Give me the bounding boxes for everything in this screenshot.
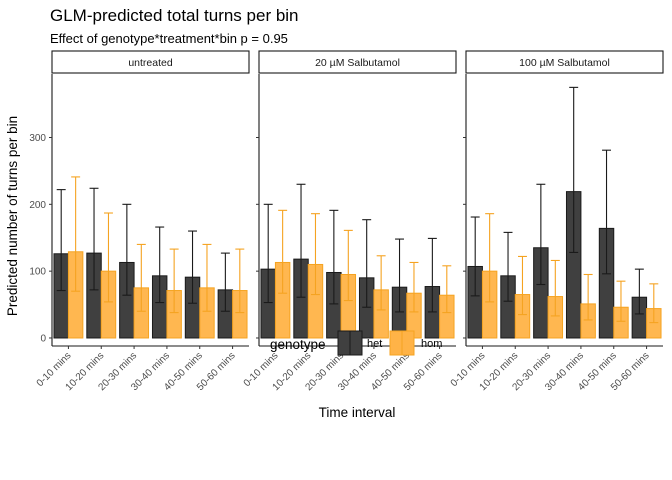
legend-label-het: het [367, 338, 382, 350]
y-tick-label: 0 [40, 333, 46, 344]
y-tick-label: 200 [29, 200, 46, 211]
legend-title: genotype [270, 337, 326, 352]
legend-key-het: het [337, 330, 382, 356]
x-axis-title: Time interval [319, 405, 396, 420]
facet-strip [51, 50, 250, 74]
facet-strip-label: 20 µM Salbutamol [315, 57, 400, 69]
y-tick-label: 300 [29, 133, 46, 144]
legend: genotype het hom [270, 330, 442, 356]
facet-strip [258, 50, 457, 74]
y-tick-label: 100 [29, 267, 46, 278]
y-axis-title: Predicted number of turns per bin [5, 116, 20, 316]
legend-label-hom: hom [421, 338, 442, 350]
chart-title: GLM-predicted total turns per bin [50, 6, 299, 25]
facet-strip-label: 100 µM Salbutamol [519, 57, 610, 69]
facet-strip [465, 50, 664, 74]
legend-key-hom: hom [389, 330, 442, 356]
facet-strip-label: untreated [128, 57, 173, 69]
chart-subtitle: Effect of genotype*treatment*bin p = 0.9… [50, 31, 288, 46]
